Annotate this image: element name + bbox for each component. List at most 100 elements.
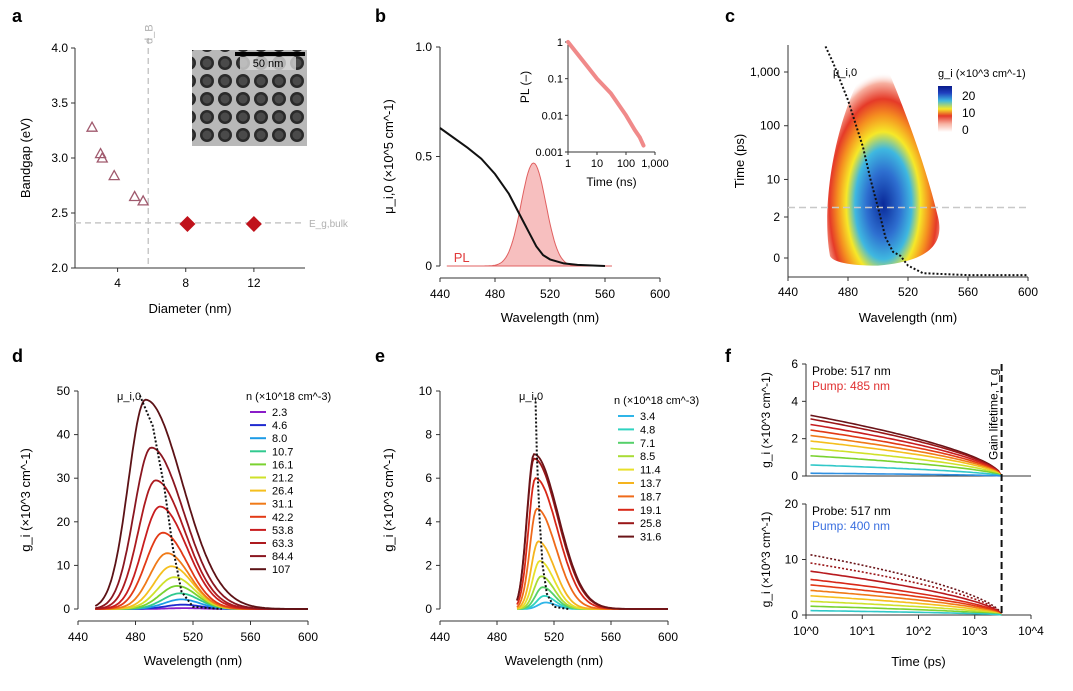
- y-tick-label-c: 2: [773, 210, 780, 224]
- legend-label: 26.4: [272, 486, 293, 498]
- inset-y-tick-label: 0.001: [535, 147, 563, 159]
- x-tick-label: 520: [183, 630, 203, 644]
- colorbar-tick: 20: [962, 89, 976, 103]
- y-tick-label-a: 2.0: [51, 261, 68, 275]
- x-tick-label-c: 600: [1018, 285, 1038, 299]
- x-tick-label-c: 520: [898, 285, 918, 299]
- x-tick-label-a: 12: [247, 276, 261, 290]
- colorbar-tick: 0: [962, 123, 969, 137]
- panel-letter-b: b: [375, 6, 386, 26]
- decay-series: [810, 605, 1002, 616]
- legend-label: 3.4: [640, 411, 655, 423]
- y-tick-label-f: 2: [791, 432, 798, 446]
- y-tick-label-a: 2.5: [51, 206, 68, 220]
- decay-series: [810, 472, 1002, 477]
- legend-label: 21.2: [272, 473, 293, 485]
- y-tick-label-a: 3.5: [51, 96, 68, 110]
- x-tick-label: 520: [544, 630, 564, 644]
- y-axis-label-c: Time (ps): [732, 134, 747, 188]
- legend-label: 53.8: [272, 525, 293, 537]
- x-tick-label: 440: [430, 630, 450, 644]
- legend-label: 10.7: [272, 446, 293, 458]
- y-tick-label-f: 0: [791, 469, 798, 483]
- y-tick-label: 0: [425, 602, 432, 616]
- mu-curve: [138, 394, 222, 610]
- y-tick-label-b: 1.0: [415, 40, 432, 54]
- decay-series: [810, 609, 1002, 616]
- colorbar-label: g_i (×10^3 cm^-1): [938, 68, 1026, 80]
- decay-series: [810, 600, 1002, 616]
- y-tick-label: 10: [419, 384, 433, 398]
- x-tick-label: 600: [658, 630, 678, 644]
- panel-b: 0 0.5 1.0 440 480 520 560 600 Wavelength (nm) μ_i…: [381, 37, 670, 325]
- panel-letter-a: a: [12, 6, 23, 26]
- inset-y-tick-label: 1: [557, 37, 563, 49]
- data-point-triangle: [137, 194, 150, 206]
- legend-label: 8.0: [272, 433, 287, 445]
- x-tick-label-a: 8: [182, 276, 189, 290]
- mu-curve: [534, 397, 569, 610]
- y-tick-label-c: 100: [760, 119, 780, 133]
- y-tick-label: 30: [57, 471, 71, 485]
- decay-series: [810, 595, 1002, 616]
- pump-label: Pump: 400 nm: [812, 519, 890, 533]
- y-tick-label-b: 0: [425, 259, 432, 273]
- legend-label: 4.6: [272, 420, 287, 432]
- y-tick-label-b: 0.5: [415, 150, 432, 164]
- mu-label: μ_i,0: [519, 391, 543, 403]
- y-tick-label: 2: [425, 558, 432, 572]
- y-tick-label-f: 20: [785, 497, 799, 511]
- absorption-curve: [439, 127, 606, 267]
- y-tick-label-c: 1,000: [750, 65, 780, 79]
- y-tick-label: 40: [57, 428, 71, 442]
- probe-label: Probe: 517 nm: [812, 504, 891, 518]
- gain-heatmap: [827, 46, 940, 266]
- x-axis-label-a: Diameter (nm): [148, 301, 231, 316]
- legend-label: 31.6: [640, 532, 661, 544]
- decay-series: [810, 554, 1003, 616]
- y-tick-label: 50: [57, 384, 71, 398]
- panel-a: 2.0 2.5 3.0 3.5 4.0 4 8 12 Diameter (nm) Bandgap …: [18, 24, 349, 316]
- x-tick-label: 480: [487, 630, 507, 644]
- legend-label: 19.1: [640, 505, 661, 517]
- inset-y-tick-label: 0.1: [548, 74, 563, 86]
- legend-label: 31.1: [272, 499, 293, 511]
- x-tick-label-b: 480: [485, 287, 505, 301]
- y-axis-label-f: g_i (×10^3 cm^-1): [759, 512, 773, 608]
- y-tick-label-a: 3.0: [51, 151, 68, 165]
- legend-label: 84.4: [272, 551, 293, 563]
- y-tick-label: 6: [425, 471, 432, 485]
- decay-series: [810, 447, 1003, 477]
- inset-x-tick-label: 10: [591, 158, 603, 170]
- x-tick-label-f: 10^0: [793, 624, 819, 638]
- y-tick-label-a: 4.0: [51, 41, 68, 55]
- legend-label: 11.4: [640, 465, 661, 477]
- inset-y-tick-label: 0.01: [542, 110, 563, 122]
- y-tick-label-c: 10: [767, 172, 781, 186]
- pump-label: Pump: 485 nm: [812, 379, 890, 393]
- data-point-triangle: [96, 151, 109, 163]
- decay-series: [810, 429, 1003, 477]
- decay-series: [810, 414, 1003, 477]
- data-point-triangle: [108, 169, 121, 181]
- y-tick-label: 10: [57, 558, 71, 572]
- x-tick-label-f: 10^3: [962, 624, 988, 638]
- x-tick-label-c: 560: [958, 285, 978, 299]
- legend-label: 13.7: [640, 478, 661, 490]
- legend-label: 42.2: [272, 512, 293, 524]
- x-tick-label-b: 560: [595, 287, 615, 301]
- x-tick-label: 560: [601, 630, 621, 644]
- x-axis-label: Wavelength (nm): [505, 653, 604, 668]
- spectrum-series: [94, 398, 308, 610]
- legend-label: 2.3: [272, 407, 287, 419]
- x-tick-label: 440: [68, 630, 88, 644]
- y-axis-label-f: g_i (×10^3 cm^-1): [759, 372, 773, 468]
- inset-x-tick-label: 1,000: [641, 158, 669, 170]
- mu-label: μ_i,0: [117, 391, 141, 403]
- x-tick-label-a: 4: [114, 276, 121, 290]
- mu-label-c: μ_i,0: [833, 67, 857, 79]
- legend-label: 63.3: [272, 538, 293, 550]
- legend-title: n (×10^18 cm^-3): [614, 395, 699, 407]
- colorbar-tick: 10: [962, 106, 976, 120]
